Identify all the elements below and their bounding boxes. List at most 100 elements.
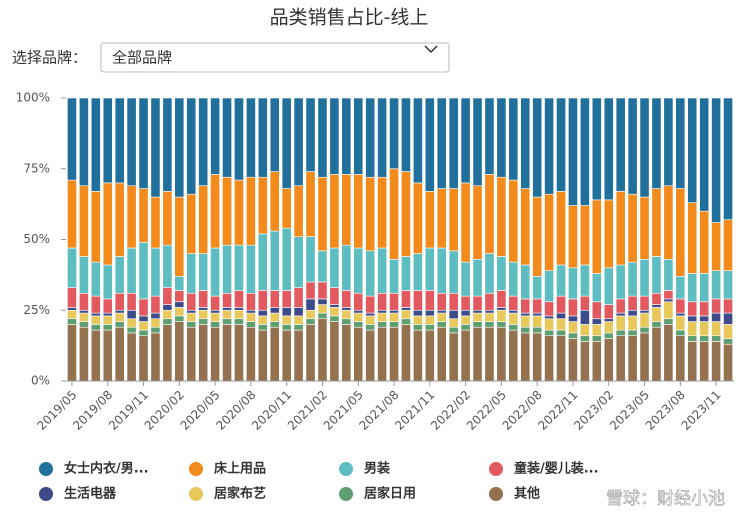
bar-segment bbox=[472, 321, 483, 328]
bar-segment bbox=[568, 338, 578, 382]
bar-segment bbox=[281, 188, 292, 229]
bar-segment bbox=[162, 97, 173, 192]
bar-segment bbox=[639, 309, 650, 314]
bar-segment bbox=[138, 188, 149, 243]
bar-segment bbox=[532, 312, 543, 317]
legend-marker bbox=[489, 487, 503, 501]
bar-segment bbox=[365, 324, 376, 331]
bar-segment bbox=[568, 205, 578, 269]
bar-segment bbox=[508, 312, 519, 325]
bar-segment bbox=[687, 273, 698, 303]
bar-segment bbox=[174, 315, 185, 322]
bar-segment bbox=[377, 309, 388, 314]
bar-segment bbox=[293, 315, 304, 325]
bar-segment bbox=[496, 290, 507, 308]
bar-segment bbox=[544, 97, 555, 195]
bar-segment bbox=[90, 191, 101, 263]
bar-segment bbox=[520, 97, 531, 189]
bar-segment bbox=[436, 292, 447, 311]
legend-label: 居家布艺 bbox=[214, 486, 266, 502]
bar-segment bbox=[484, 309, 495, 314]
bar-segment bbox=[532, 315, 543, 328]
bar-segment bbox=[353, 312, 364, 322]
bar-segment bbox=[412, 290, 423, 311]
bar-segment bbox=[78, 185, 89, 257]
bar-segment bbox=[317, 176, 328, 252]
bar-segment bbox=[114, 321, 125, 328]
bar-segment bbox=[222, 97, 232, 178]
bar-segment bbox=[102, 312, 113, 317]
bar-segment bbox=[293, 97, 304, 187]
bar-segment bbox=[603, 304, 614, 320]
bar-segment bbox=[150, 97, 161, 198]
bar-segment bbox=[687, 315, 698, 322]
bar-segment bbox=[412, 315, 423, 325]
bar-segment bbox=[424, 97, 435, 192]
bar-segment bbox=[424, 247, 435, 291]
bar-segment bbox=[460, 261, 471, 297]
bar-segment bbox=[67, 324, 77, 382]
legend-marker bbox=[189, 487, 203, 501]
bar-segment bbox=[472, 97, 483, 187]
bar-segment bbox=[210, 321, 221, 328]
bar-segment bbox=[389, 326, 399, 382]
bar-segment bbox=[651, 321, 662, 328]
bar-segment bbox=[675, 312, 686, 317]
bar-segment bbox=[520, 332, 531, 382]
bar-segment bbox=[484, 174, 495, 254]
bar-segment bbox=[651, 304, 662, 308]
bar-segment bbox=[257, 315, 268, 325]
dropdown-value: 全部品牌 bbox=[112, 49, 172, 67]
bar-segment bbox=[377, 326, 388, 382]
bar-segment bbox=[162, 304, 173, 311]
bar-segment bbox=[67, 97, 77, 181]
bar-segment bbox=[114, 292, 125, 311]
bar-segment bbox=[245, 97, 256, 178]
legend-marker bbox=[39, 487, 53, 501]
bar-segment bbox=[138, 315, 149, 322]
bar-segment bbox=[102, 182, 113, 266]
bar-segment bbox=[329, 247, 340, 288]
bar-segment bbox=[711, 97, 722, 223]
bar-segment bbox=[460, 315, 471, 325]
bar-segment bbox=[126, 247, 137, 294]
bar-segment bbox=[198, 309, 209, 320]
bar-segment bbox=[210, 312, 221, 322]
brand-dropdown[interactable] bbox=[100, 42, 450, 73]
bar-segment bbox=[627, 97, 638, 195]
bar-segment bbox=[162, 309, 173, 320]
dropdown-chevron bbox=[424, 45, 438, 54]
bar-segment bbox=[269, 326, 280, 382]
bar-segment bbox=[281, 324, 292, 331]
bar-segment bbox=[401, 97, 411, 172]
bar-segment bbox=[723, 312, 733, 325]
bar-segment bbox=[556, 97, 566, 192]
bar-segment bbox=[78, 309, 89, 314]
bar-segment bbox=[508, 324, 519, 331]
bar-segment bbox=[257, 233, 268, 291]
bar-segment bbox=[603, 97, 614, 201]
bar-segment bbox=[556, 329, 566, 337]
bar-segment bbox=[186, 253, 197, 294]
bar-segment bbox=[281, 329, 292, 382]
bar-segment bbox=[639, 259, 650, 297]
bar-segment bbox=[234, 324, 244, 382]
bar-segment bbox=[222, 318, 232, 325]
bar-segment bbox=[723, 338, 733, 345]
bar-segment bbox=[544, 193, 555, 271]
bar-segment bbox=[341, 290, 352, 308]
bar-segment bbox=[198, 97, 209, 187]
bar-segment bbox=[174, 301, 185, 308]
bar-segment bbox=[591, 341, 602, 382]
bar-segment bbox=[615, 264, 626, 300]
bar-segment bbox=[389, 292, 399, 311]
bar-segment bbox=[138, 298, 149, 317]
bar-segment bbox=[520, 298, 531, 314]
bar-segment bbox=[305, 318, 316, 325]
bar-segment bbox=[579, 324, 590, 337]
bar-segment bbox=[222, 176, 232, 246]
bar-segment bbox=[520, 312, 531, 317]
bar-segment bbox=[711, 335, 722, 342]
bar-segment bbox=[663, 97, 674, 187]
